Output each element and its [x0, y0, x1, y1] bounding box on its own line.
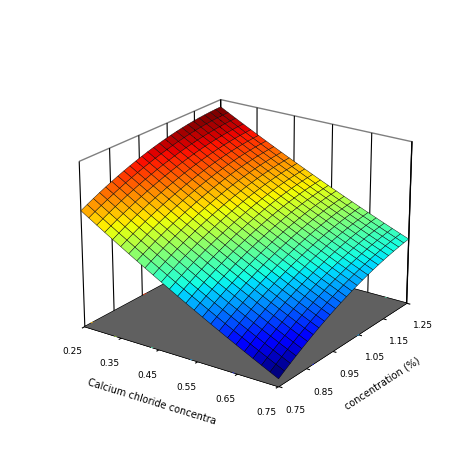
Y-axis label: concentration (%): concentration (%)	[343, 356, 421, 411]
X-axis label: Calcium chloride concentra: Calcium chloride concentra	[87, 377, 218, 426]
